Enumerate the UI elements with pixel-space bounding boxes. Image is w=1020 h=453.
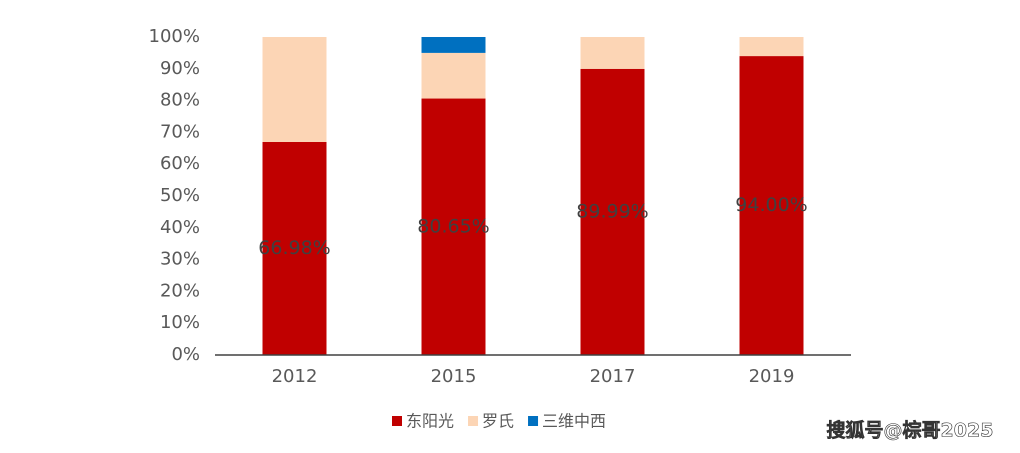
- y-tick-label: 50%: [160, 185, 200, 206]
- bar-segment: [580, 37, 645, 69]
- y-tick-label: 40%: [160, 217, 200, 238]
- bar-segment: [262, 37, 327, 143]
- bar-segment: [739, 37, 804, 57]
- data-label: 89.99%: [576, 200, 648, 222]
- y-tick-label: 90%: [160, 58, 200, 79]
- legend-label: 三维中西: [542, 412, 606, 431]
- data-label: 66.98%: [258, 237, 330, 259]
- y-tick-label: 0%: [171, 344, 200, 365]
- y-tick-label: 80%: [160, 90, 200, 111]
- y-tick-label: 100%: [149, 26, 200, 47]
- legend-swatch: [468, 416, 479, 426]
- x-tick-label: 2012: [272, 366, 318, 387]
- bar-segment: [421, 37, 486, 53]
- y-tick-label: 30%: [160, 249, 200, 270]
- bar-segment: [262, 142, 327, 355]
- x-tick-label: 2015: [431, 366, 477, 387]
- bar-segment: [421, 52, 486, 99]
- bar-segment: [421, 98, 486, 356]
- bar-segment: [580, 68, 645, 356]
- x-tick-label: 2017: [590, 366, 636, 387]
- y-tick-label: 20%: [160, 280, 200, 301]
- x-tick-label: 2019: [749, 366, 795, 387]
- watermark: 搜狐号@棕哥2025: [827, 419, 994, 442]
- legend-label: 东阳光: [406, 412, 454, 431]
- legend-label: 罗氏: [482, 412, 514, 431]
- legend-swatch: [528, 416, 539, 426]
- data-label: 80.65%: [417, 215, 489, 237]
- bar-segment: [739, 56, 804, 355]
- y-tick-label: 70%: [160, 121, 200, 142]
- legend-swatch: [392, 416, 402, 426]
- data-label: 94.00%: [735, 194, 807, 216]
- y-tick-label: 10%: [160, 312, 200, 333]
- y-tick-label: 60%: [160, 153, 200, 174]
